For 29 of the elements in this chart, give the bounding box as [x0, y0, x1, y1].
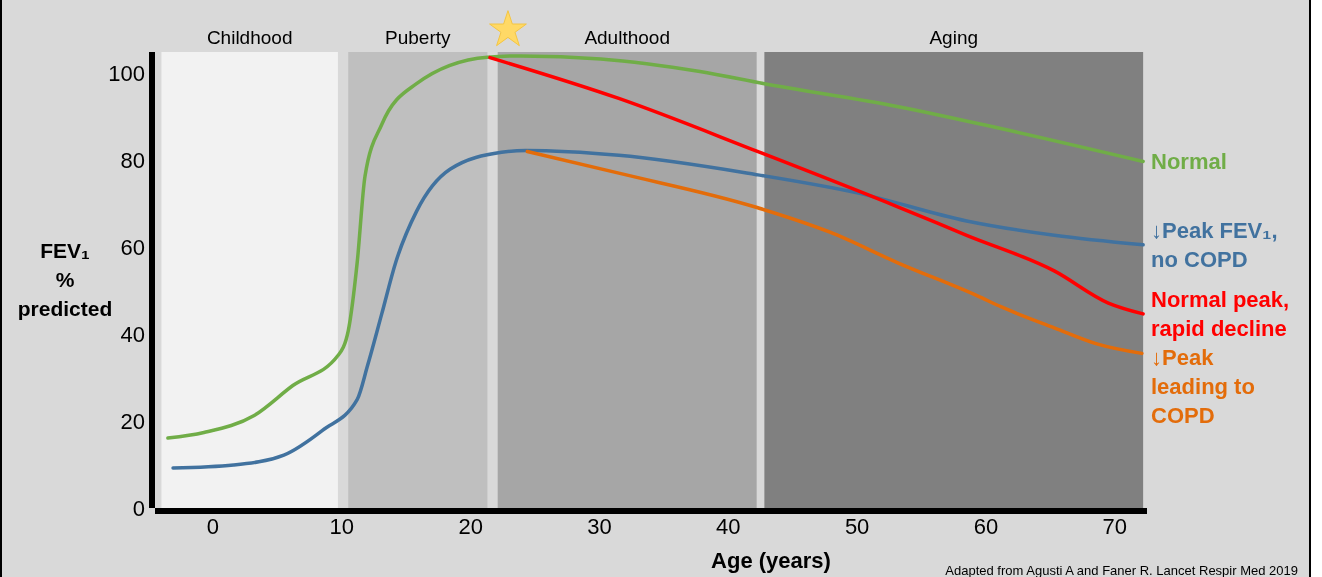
x-tick-label: 10: [329, 514, 355, 539]
line-series: [166, 54, 1145, 440]
y-tick-label: 60: [120, 235, 145, 261]
y-tick-label: 20: [120, 408, 145, 434]
y-tick-label: 80: [120, 148, 145, 174]
band-label: Puberty: [385, 27, 452, 48]
x-tick-label: 40: [716, 514, 741, 539]
series-label: ↓Peak leading to COPD: [1151, 345, 1255, 429]
x-tick-label: 70: [1102, 514, 1128, 539]
y-axis-title: FEV₁ % predicted: [17, 239, 113, 320]
series-label: Normal peak, rapid decline: [1151, 287, 1290, 342]
band-label: Aging: [929, 27, 979, 48]
series-label: Normal: [1151, 149, 1227, 175]
x-tick-label: 20: [458, 514, 483, 539]
band-label: Childhood: [206, 27, 293, 48]
series-label: ↓Peak FEV₁, no COPD: [1151, 218, 1278, 273]
band-label: Adulthood: [584, 27, 670, 48]
text: Adapted from Agusti A and Faner R. Lancet Respir Med 2019: [945, 563, 1298, 577]
line-series: [171, 148, 1145, 470]
y-tick-label: 40: [120, 321, 145, 347]
x-tick-label: 60: [973, 514, 999, 539]
y-tick-label: 0: [132, 495, 145, 521]
line-series: [488, 55, 1145, 316]
y-tick-label: 100: [108, 61, 145, 87]
x-tick-label: 50: [844, 514, 870, 539]
line-series: [525, 149, 1144, 356]
x-tick-label: 0: [206, 514, 220, 539]
x-tick-label: 30: [587, 514, 612, 539]
x-axis-title: Age (years): [711, 548, 831, 573]
